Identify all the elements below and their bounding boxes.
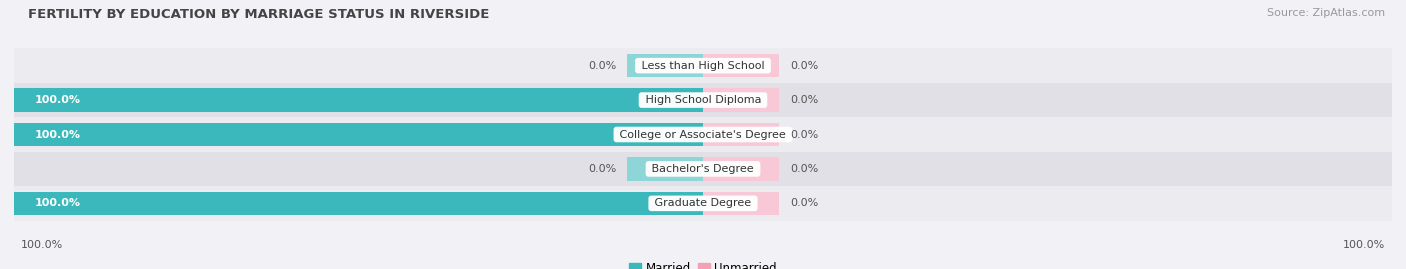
Legend: Married, Unmarried: Married, Unmarried — [624, 258, 782, 269]
Text: 100.0%: 100.0% — [35, 198, 80, 208]
Bar — [14, 192, 703, 215]
Text: High School Diploma: High School Diploma — [641, 95, 765, 105]
Text: Less than High School: Less than High School — [638, 61, 768, 71]
Text: 100.0%: 100.0% — [35, 129, 80, 140]
Bar — [627, 54, 703, 77]
Text: 0.0%: 0.0% — [790, 198, 818, 208]
Bar — [14, 83, 1392, 117]
Text: Bachelor's Degree: Bachelor's Degree — [648, 164, 758, 174]
Text: 0.0%: 0.0% — [790, 164, 818, 174]
Text: 0.0%: 0.0% — [790, 129, 818, 140]
Bar — [703, 54, 779, 77]
Text: 100.0%: 100.0% — [35, 95, 80, 105]
Text: 0.0%: 0.0% — [790, 61, 818, 71]
Bar — [703, 88, 779, 112]
Text: 0.0%: 0.0% — [790, 95, 818, 105]
Bar — [703, 192, 779, 215]
Bar — [627, 157, 703, 181]
Bar — [703, 157, 779, 181]
Bar — [14, 48, 1392, 83]
Bar — [14, 186, 1392, 221]
Bar — [14, 117, 1392, 152]
Text: FERTILITY BY EDUCATION BY MARRIAGE STATUS IN RIVERSIDE: FERTILITY BY EDUCATION BY MARRIAGE STATU… — [28, 8, 489, 21]
Text: 100.0%: 100.0% — [21, 239, 63, 250]
Text: Graduate Degree: Graduate Degree — [651, 198, 755, 208]
Text: 0.0%: 0.0% — [588, 164, 616, 174]
Text: 100.0%: 100.0% — [1343, 239, 1385, 250]
Bar — [14, 88, 703, 112]
Bar — [14, 123, 703, 146]
Text: College or Associate's Degree: College or Associate's Degree — [616, 129, 790, 140]
Text: Source: ZipAtlas.com: Source: ZipAtlas.com — [1267, 8, 1385, 18]
Text: 0.0%: 0.0% — [588, 61, 616, 71]
Bar — [703, 123, 779, 146]
Bar — [14, 152, 1392, 186]
